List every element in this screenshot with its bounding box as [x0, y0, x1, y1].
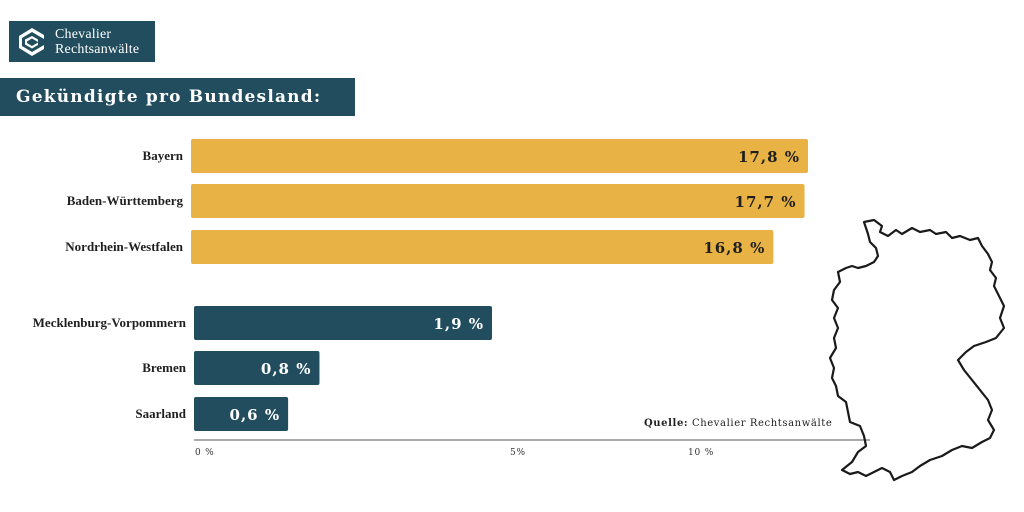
value-label-4: 0,8 % — [261, 360, 312, 378]
chart-title: Gekündigte pro Bundesland: — [16, 87, 322, 107]
value-label-5: 0,6 % — [230, 406, 281, 424]
category-label-0: Bayern — [143, 148, 184, 163]
logo-text: Chevalier Rechtsanwälte — [55, 27, 139, 57]
bar-4 — [194, 351, 320, 385]
x-tick-label-2: 10 % — [688, 448, 714, 458]
category-label-5: Saarland — [135, 406, 186, 421]
category-label-3: Mecklenburg-Vorpommern — [33, 315, 187, 330]
bar-3 — [194, 306, 492, 340]
value-label-1: 17,7 % — [735, 193, 797, 211]
bar-2 — [191, 230, 774, 264]
bar-1 — [191, 184, 805, 218]
logo: Chevalier Rechtsanwälte — [9, 21, 155, 62]
x-tick-label-0: 0 % — [195, 448, 215, 458]
germany-map-icon — [828, 218, 1006, 482]
source-label: Quelle: — [644, 418, 689, 429]
category-label-4: Bremen — [142, 360, 187, 375]
category-label-1: Baden-Württemberg — [67, 193, 184, 208]
bar-5 — [194, 397, 289, 431]
logo-icon — [19, 27, 44, 56]
logo-line2: Rechtsanwälte — [55, 41, 140, 57]
x-tick-label-1: 5% — [510, 448, 526, 458]
value-label-2: 16,8 % — [703, 239, 765, 257]
title-banner: Gekündigte pro Bundesland: — [0, 78, 355, 116]
source-text: Chevalier Rechtsanwälte — [691, 418, 833, 429]
category-label-2: Nordrhein-Westfalen — [65, 239, 183, 254]
value-label-0: 17,8 % — [738, 148, 800, 166]
value-label-3: 1,9 % — [433, 315, 484, 333]
logo-line1: Chevalier — [55, 26, 112, 42]
bar-0 — [191, 139, 808, 173]
source-note: Quelle: Chevalier Rechtsanwälte — [644, 418, 832, 429]
